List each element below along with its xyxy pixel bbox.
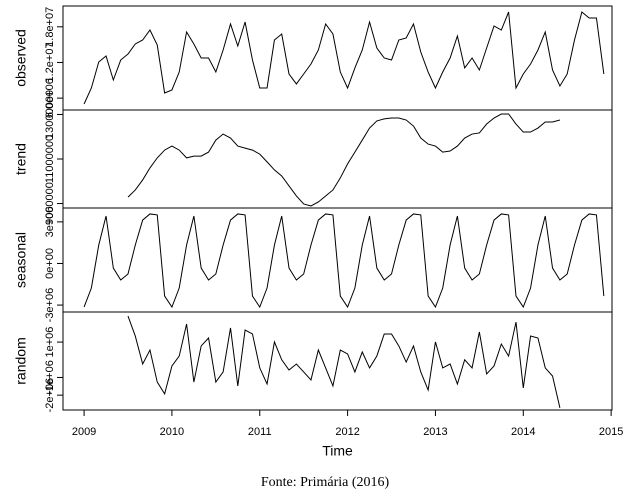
y-axis-label: observed bbox=[13, 29, 29, 87]
series-line bbox=[83, 11, 605, 105]
series-line bbox=[127, 315, 561, 408]
x-tick-label: 2011 bbox=[248, 426, 272, 438]
x-axis-label: Time bbox=[322, 443, 353, 459]
x-tick-label: 2010 bbox=[160, 426, 184, 438]
caption: Fonte: Primária (2016) bbox=[261, 475, 390, 490]
y-tick-label: 3e+06 bbox=[44, 206, 56, 237]
x-tick-label: 2014 bbox=[511, 426, 535, 438]
x-tick-label: 2013 bbox=[423, 426, 447, 438]
y-axis-label: trend bbox=[13, 143, 29, 175]
series-line bbox=[83, 213, 605, 309]
y-tick-label: 1.2e+07 bbox=[44, 42, 56, 82]
y-tick-label: 0e+00 bbox=[44, 248, 56, 279]
y-tick-label: -2e+06 bbox=[44, 378, 56, 413]
series-line bbox=[127, 113, 561, 207]
y-tick-label: 13000000 bbox=[44, 90, 56, 139]
y-tick-label: -1e+06 bbox=[44, 360, 56, 395]
y-tick-label: 11000000 bbox=[44, 135, 56, 183]
y-tick-label: 6.0e+06 bbox=[44, 78, 56, 118]
y-tick-label: 1.8e+07 bbox=[44, 7, 56, 47]
x-tick-label: 2015 bbox=[599, 426, 623, 438]
y-axis-label: random bbox=[13, 337, 29, 384]
y-tick-label: -3e+06 bbox=[44, 288, 56, 323]
x-tick-label: 2009 bbox=[72, 426, 96, 438]
x-tick-label: 2012 bbox=[335, 426, 359, 438]
y-axis-label: seasonal bbox=[13, 232, 29, 288]
panel-frame bbox=[62, 311, 613, 411]
y-tick-label: 1e+06 bbox=[44, 327, 56, 358]
panel-frame bbox=[62, 109, 613, 209]
y-tick-label: 9000000 bbox=[44, 182, 56, 225]
